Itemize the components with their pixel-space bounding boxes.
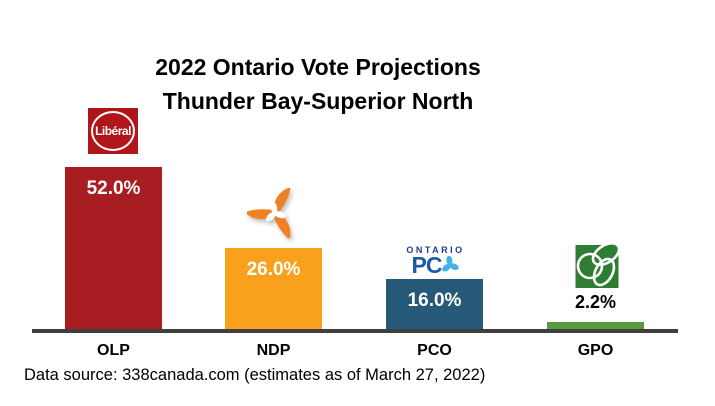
bar-olp: 52.0% — [65, 167, 162, 329]
data-source-text: Data source: 338canada.com (estimates as… — [24, 366, 486, 384]
category-label-pco: PCO — [417, 342, 452, 359]
category-label-ndp: NDP — [256, 342, 291, 359]
bar-gpo — [547, 322, 644, 329]
category-label-olp: OLP — [97, 342, 130, 359]
bar-value-label-olp: 52.0% — [86, 178, 141, 199]
green-party-svg — [575, 242, 621, 288]
pc-logo-ontario-text: ONTARIO — [406, 245, 465, 255]
bar-pco: 16.0% — [386, 279, 483, 329]
liberal-logo-text: Libéral — [95, 124, 131, 138]
ndp-trillium-svg — [244, 186, 291, 240]
ontario-pc-logo-icon: ONTARIO PC — [398, 245, 473, 278]
liberal-logo-ring — [91, 111, 135, 151]
category-label-gpo: GPO — [577, 342, 614, 359]
bar-value-label-gpo: 2.2% — [574, 292, 617, 312]
liberal-party-logo-icon: Libéral — [88, 108, 138, 154]
pc-trillium-icon — [442, 256, 460, 272]
bar-ndp: 26.0% — [225, 248, 322, 329]
chart-title: 2022 Ontario Vote Projections Thunder Ba… — [3, 50, 633, 118]
bar-value-label-pco: 16.0% — [407, 290, 462, 311]
chart-title-line2: Thunder Bay-Superior North — [162, 88, 474, 114]
green-party-logo-icon — [575, 240, 625, 288]
x-axis-line — [32, 329, 678, 333]
chart-title-line1: 2022 Ontario Vote Projections — [155, 54, 481, 80]
pc-logo-pc-text: PC — [411, 252, 443, 278]
bar-value-label-ndp: 26.0% — [246, 259, 301, 280]
ndp-trillium-logo-icon — [244, 186, 303, 240]
